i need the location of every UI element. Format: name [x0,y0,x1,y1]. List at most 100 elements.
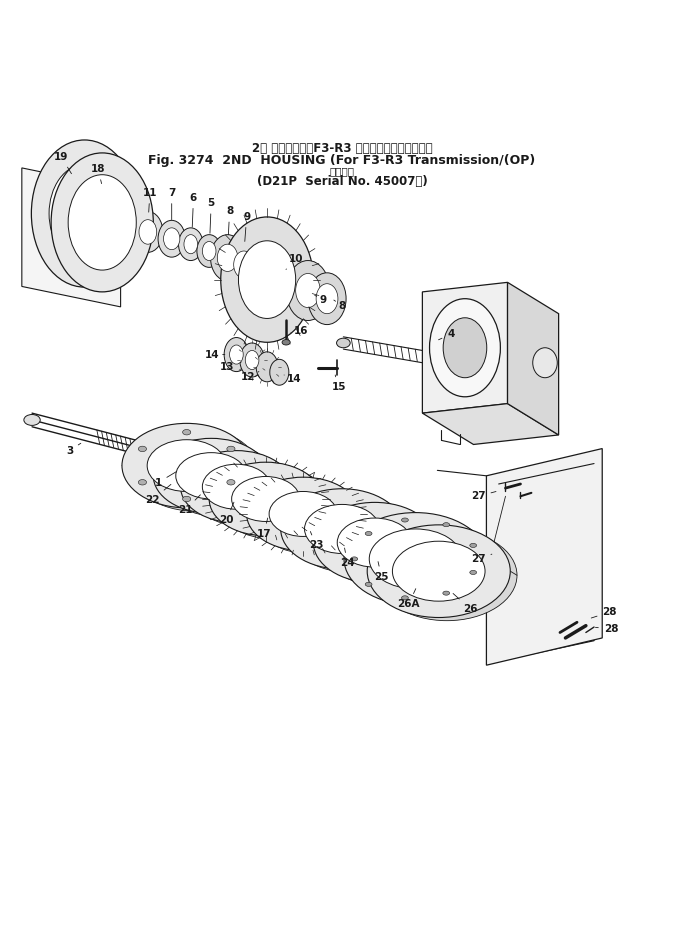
Ellipse shape [286,261,330,321]
Ellipse shape [393,541,485,601]
Ellipse shape [337,339,350,348]
Ellipse shape [269,359,289,386]
Ellipse shape [24,415,40,426]
Text: 13: 13 [220,362,241,371]
Ellipse shape [316,283,338,313]
Ellipse shape [218,467,329,539]
Ellipse shape [131,429,259,511]
Ellipse shape [443,522,449,527]
Ellipse shape [183,430,191,435]
Ellipse shape [184,234,198,254]
Ellipse shape [138,479,146,485]
Ellipse shape [346,522,419,570]
Ellipse shape [221,217,313,342]
Ellipse shape [470,570,477,574]
Ellipse shape [190,456,300,526]
Ellipse shape [181,450,292,522]
Ellipse shape [234,251,254,279]
Ellipse shape [197,234,222,267]
Text: 26A: 26A [397,589,420,609]
Ellipse shape [153,438,269,513]
Text: Fig. 3274  2ND  HOUSING (For F3-R3 Transmission/(OP): Fig. 3274 2ND HOUSING (For F3-R3 Transmi… [148,154,536,167]
Text: 7: 7 [168,189,175,219]
Ellipse shape [337,518,412,567]
Ellipse shape [367,525,510,617]
Ellipse shape [240,343,264,377]
Text: 23: 23 [309,532,324,551]
Ellipse shape [351,557,358,561]
Text: 21: 21 [178,495,200,515]
Polygon shape [508,282,559,435]
Ellipse shape [147,440,226,492]
Polygon shape [423,403,559,445]
Text: 3: 3 [66,444,81,456]
Ellipse shape [402,518,408,522]
Text: 24: 24 [340,548,355,568]
Text: 10: 10 [286,254,303,269]
Ellipse shape [68,174,136,270]
Ellipse shape [377,530,517,621]
Ellipse shape [230,345,244,364]
Ellipse shape [202,241,216,261]
Text: 17: 17 [256,518,271,538]
Ellipse shape [378,534,469,593]
Text: 2速 ハウジング（F3-R3 トランスミッション用）: 2速 ハウジング（F3-R3 トランスミッション用） [252,142,432,155]
Text: 25: 25 [374,562,389,582]
Ellipse shape [163,443,276,517]
Ellipse shape [295,274,320,308]
Polygon shape [499,463,594,661]
Ellipse shape [282,340,290,345]
Ellipse shape [313,503,436,582]
Ellipse shape [156,445,233,495]
Ellipse shape [369,529,462,589]
Text: 8: 8 [226,206,233,234]
Text: 28: 28 [596,624,618,634]
Text: 9: 9 [315,295,326,305]
Ellipse shape [211,469,278,513]
Text: 22: 22 [146,484,171,505]
Text: 9: 9 [243,212,250,241]
Ellipse shape [365,582,372,586]
Ellipse shape [227,241,261,288]
Ellipse shape [138,446,146,451]
Ellipse shape [209,462,322,536]
Ellipse shape [256,352,278,382]
Text: 8: 8 [334,300,345,310]
Ellipse shape [133,211,163,252]
Text: 15: 15 [331,375,346,392]
Ellipse shape [239,241,295,318]
Text: 12: 12 [241,371,259,382]
Ellipse shape [232,477,300,522]
Ellipse shape [313,509,387,557]
Ellipse shape [246,351,259,370]
Ellipse shape [430,298,501,397]
Polygon shape [486,448,602,665]
Ellipse shape [470,543,477,548]
Text: 28: 28 [591,607,617,618]
Text: 11: 11 [143,189,157,212]
Ellipse shape [290,493,410,572]
Ellipse shape [304,505,380,553]
Ellipse shape [278,496,345,540]
Text: 26: 26 [453,594,477,613]
Ellipse shape [402,546,492,605]
Text: (D21P  Serial No. 45007～): (D21P Serial No. 45007～) [256,174,428,188]
Text: 14: 14 [205,350,225,359]
Ellipse shape [533,348,557,378]
Text: 16: 16 [291,326,308,337]
Ellipse shape [308,273,346,325]
Text: 27: 27 [471,554,492,564]
Ellipse shape [227,479,235,485]
Text: 6: 6 [190,193,197,227]
Polygon shape [423,282,508,413]
Ellipse shape [443,591,449,596]
Text: 5: 5 [207,198,215,234]
Ellipse shape [344,512,487,605]
Ellipse shape [176,453,247,499]
Ellipse shape [227,446,235,451]
Ellipse shape [354,518,494,609]
Ellipse shape [323,507,443,586]
Text: 適用号機: 適用号機 [330,166,354,175]
Ellipse shape [122,423,252,507]
Ellipse shape [31,140,137,287]
